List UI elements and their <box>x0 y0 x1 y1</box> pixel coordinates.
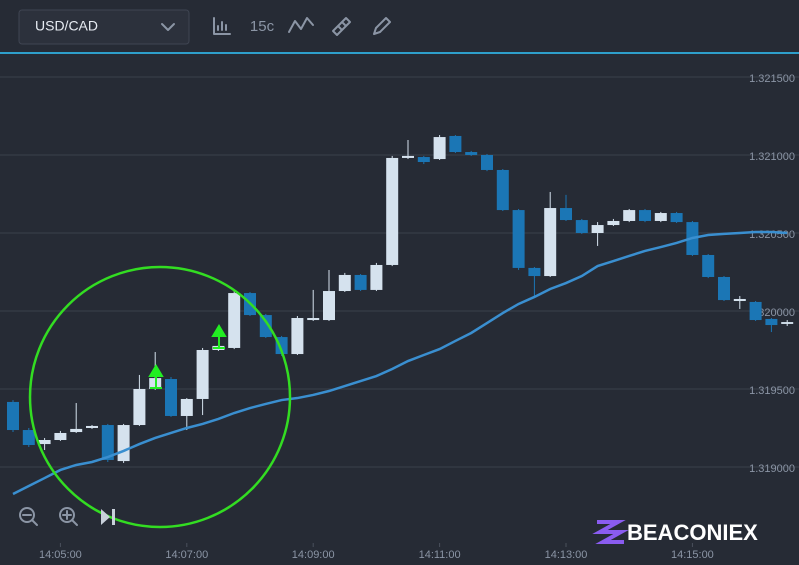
candle-body <box>54 432 67 441</box>
moving-average-line <box>12 230 788 496</box>
candle-body <box>591 225 604 233</box>
candle-body <box>165 379 177 416</box>
x-tick-label: 14:11:00 <box>419 549 461 561</box>
candle-body <box>433 137 446 160</box>
candle-body <box>496 169 509 211</box>
logo-text: BEACONIEX <box>627 520 758 545</box>
candle-body <box>338 274 351 292</box>
scroll-to-end[interactable] <box>101 509 115 525</box>
candle-body <box>38 440 51 445</box>
candle-body <box>323 291 335 321</box>
candle-body <box>702 254 715 277</box>
y-tick-label: 1.320500 <box>749 229 795 241</box>
interval-label[interactable]: 15c <box>250 18 275 35</box>
highlight-circle <box>28 265 292 529</box>
candle-body <box>528 267 541 277</box>
symbol-dropdown[interactable] <box>18 9 190 45</box>
candle-body <box>449 135 462 153</box>
candle-body <box>670 213 683 223</box>
x-tick-label: 14:05:00 <box>39 549 82 561</box>
x-tick-label: 14:07:00 <box>165 549 208 561</box>
candle-body <box>117 425 130 462</box>
y-tick-label: 1.319500 <box>749 385 795 397</box>
ruler-icon[interactable] <box>332 17 351 36</box>
candle-body <box>623 210 636 221</box>
candle-body <box>133 388 146 426</box>
candle-body <box>259 315 272 338</box>
candle-body <box>781 322 794 324</box>
candle-body <box>765 318 778 326</box>
candle-body <box>465 152 478 155</box>
candle-body <box>370 264 383 290</box>
candle-body <box>228 293 241 348</box>
dropdown-chevron <box>161 23 175 31</box>
candle-body <box>354 274 367 290</box>
candle-body <box>733 298 746 302</box>
y-tick-label: 1.321500 <box>749 73 795 85</box>
candle-body <box>402 155 414 158</box>
candle-body <box>639 210 651 221</box>
candle-body <box>291 318 304 355</box>
buy-arrow <box>148 364 164 389</box>
candle-body <box>86 425 98 428</box>
candle-body <box>749 301 762 321</box>
candle-body <box>718 276 730 301</box>
candle-body <box>7 401 19 431</box>
candle-body <box>101 425 114 460</box>
candle-body <box>560 208 572 221</box>
candle-body <box>654 213 667 221</box>
candle-body <box>575 220 588 233</box>
zoom-out[interactable] <box>19 507 38 526</box>
indicators-icon[interactable] <box>288 17 314 33</box>
candle-body <box>607 220 620 226</box>
x-tick-label: 14:13:00 <box>545 549 588 561</box>
zoom-in[interactable] <box>59 507 78 526</box>
candle-body <box>512 210 525 268</box>
candle-body <box>196 349 209 399</box>
candle-body <box>180 398 193 416</box>
candle-body <box>481 154 493 170</box>
chart-type-icon[interactable] <box>213 17 231 35</box>
x-tick-label: 14:09:00 <box>292 549 335 561</box>
candle-body <box>70 428 83 433</box>
logo: BEACONIEX <box>592 520 758 545</box>
y-tick-label: 1.319000 <box>749 463 795 475</box>
candle-body <box>386 157 399 265</box>
candle-body <box>544 208 557 277</box>
x-tick-label: 14:15:00 <box>671 549 714 561</box>
pencil-icon[interactable] <box>373 17 391 35</box>
buy-arrow <box>211 324 227 349</box>
y-tick-label: 1.321000 <box>749 151 795 163</box>
candle-body <box>307 318 320 321</box>
toolbar-divider <box>0 52 799 54</box>
candle-body <box>417 157 430 163</box>
candle-body <box>22 430 35 445</box>
symbol-label: USD/CAD <box>35 18 98 34</box>
